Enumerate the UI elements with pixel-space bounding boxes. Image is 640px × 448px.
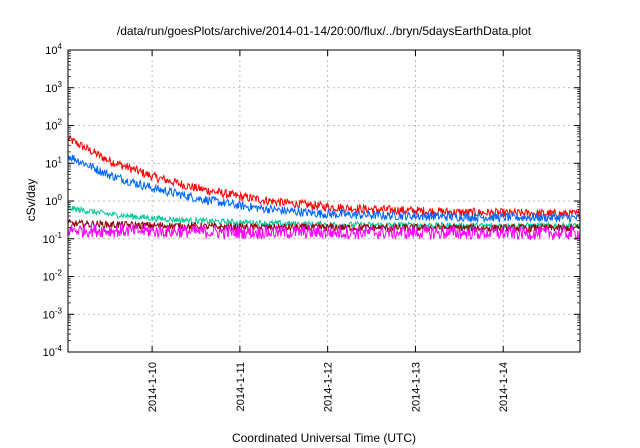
- chart-title: /data/run/goesPlots/archive/2014-01-14/2…: [117, 24, 532, 38]
- y-axis-label: cSv/day: [24, 179, 38, 222]
- series-line-2: [67, 154, 581, 224]
- series-line-4: [67, 218, 581, 234]
- x-tick-label: 2014-1-13: [410, 362, 422, 412]
- series-group: [67, 135, 581, 241]
- x-tick-label: 2014-1-14: [498, 362, 510, 412]
- y-tick-label: 10-3: [43, 306, 63, 321]
- y-tick-label: 100: [45, 193, 62, 208]
- y-tick-label: 104: [45, 42, 62, 57]
- y-tick-label: 10-4: [43, 344, 63, 359]
- series-line-5: [67, 223, 581, 241]
- y-tick-label: 103: [45, 80, 62, 95]
- grid-lines: [68, 50, 580, 352]
- x-tick-label: 2014-1-12: [323, 362, 335, 412]
- y-tick-label: 10-2: [43, 269, 63, 284]
- y-tick-label: 101: [45, 155, 62, 170]
- y-tick-label: 102: [45, 118, 62, 133]
- x-axis-label: Coordinated Universal Time (UTC): [232, 431, 416, 445]
- x-axis-ticks: 2014-1-10 2014-1-11 2014-1-12 2014-1-13 2014…: [147, 50, 510, 412]
- x-tick-label: 2014-1-10: [147, 362, 159, 412]
- y-axis-ticks: 10-4 10-3 10-2 10-1 100 101 102 103 104: [43, 42, 580, 359]
- y-tick-label: 10-1: [43, 231, 63, 246]
- x-tick-label: 2014-1-11: [235, 362, 247, 411]
